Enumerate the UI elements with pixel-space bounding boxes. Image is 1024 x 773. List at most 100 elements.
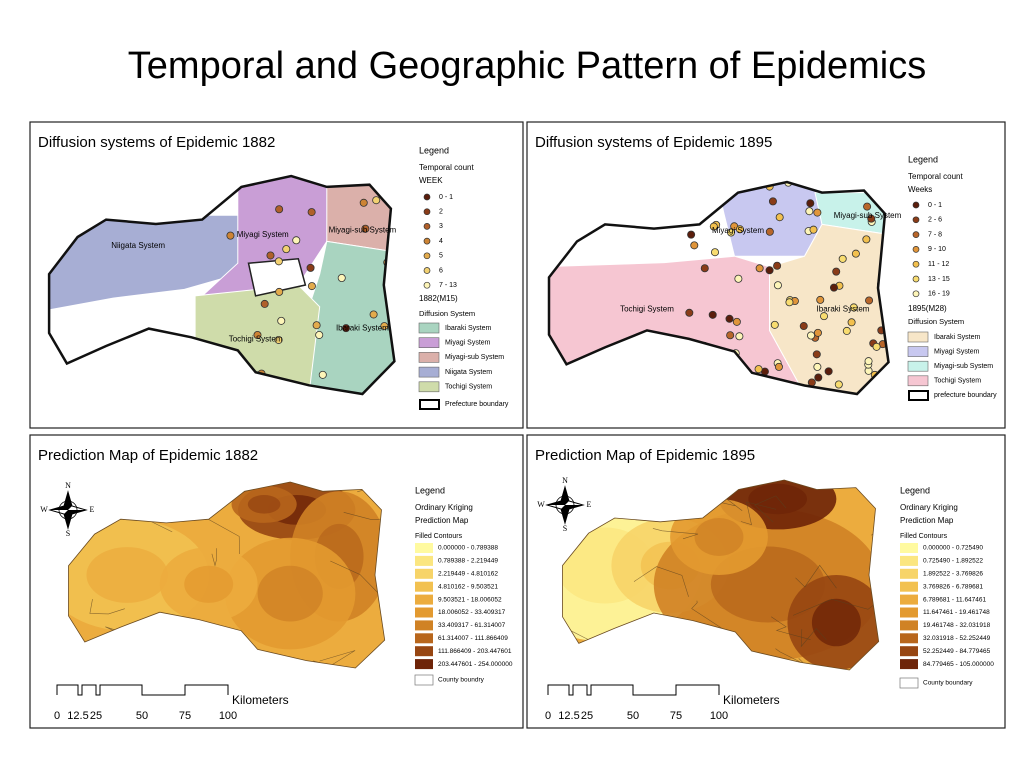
county-boundary	[771, 616, 811, 640]
case-dot	[806, 199, 815, 208]
scale-tick-label: 25	[581, 710, 593, 722]
case-dot	[274, 335, 283, 344]
case-dot	[277, 316, 286, 325]
case-dot	[838, 254, 847, 263]
case-dot	[754, 365, 763, 374]
legend-label: Ibaraki System	[445, 325, 491, 332]
legend-label: 2 - 6	[928, 217, 942, 224]
legend-system-heading: Diffusion System	[419, 309, 475, 318]
legend-swatch	[418, 352, 440, 363]
scale-unit: Kilometers	[723, 693, 780, 707]
case-dot	[864, 357, 873, 366]
case-dot	[807, 331, 816, 340]
legend-unit: Prediction Map	[415, 516, 469, 525]
legend-label: 52.252449 - 84.779465	[923, 648, 991, 655]
case-dot	[369, 310, 378, 319]
legend-heading: Legend	[419, 145, 449, 155]
case-dot	[292, 236, 301, 245]
legend-label: 16 - 19	[928, 291, 950, 298]
legend-label: 9 - 10	[928, 246, 946, 253]
legend-label: Niigata System	[445, 369, 492, 376]
legend-label: 6	[439, 267, 443, 274]
contour-core	[694, 518, 744, 556]
legend-label: 4.810162 - 9.503521	[438, 583, 498, 590]
legend-dot	[423, 223, 431, 230]
prefecture-outline	[547, 180, 890, 396]
case-dot	[226, 231, 235, 240]
legend-swatch	[900, 594, 918, 605]
case-dot	[768, 197, 777, 206]
scale-tick-label: 25	[90, 710, 102, 722]
region-label: Miyagi System	[712, 226, 764, 235]
prefecture-outline	[562, 479, 880, 671]
legend-label: 7 - 13	[439, 282, 457, 289]
legend-swatch	[907, 331, 929, 343]
compass-letter: E	[587, 500, 592, 509]
panel-title: Diffusion systems of Epidemic 1882	[38, 134, 275, 151]
case-dot	[863, 202, 872, 211]
legend-label: Miyagi System	[934, 348, 980, 355]
legend-swatch	[900, 607, 918, 618]
legend-dot	[912, 246, 920, 253]
contour-core	[247, 495, 281, 514]
county-boundary	[795, 564, 837, 589]
case-dot	[862, 235, 871, 244]
legend-swatch	[418, 337, 440, 349]
legend-label: 7 - 8	[928, 231, 942, 238]
legend-label: 1.892522 - 3.769826	[923, 571, 983, 578]
region-label: Tochigi System	[229, 335, 283, 344]
legend-label: Prefecture boundary	[445, 401, 509, 408]
legend-swatch	[900, 568, 918, 579]
legend-label: Tochigi System	[445, 384, 492, 391]
case-dot	[834, 380, 843, 389]
legend-label: 11.647461 - 19.461748	[923, 609, 990, 616]
region-label: Tochigi System	[620, 304, 674, 313]
scale-unit: Kilometers	[232, 693, 289, 707]
county-boundary	[330, 560, 385, 594]
case-dot	[851, 249, 860, 258]
scale-bar	[547, 684, 720, 696]
contour-core	[257, 565, 323, 622]
legend-heading: Legend	[415, 485, 445, 495]
contour-core	[748, 483, 808, 515]
legend-swatch	[415, 620, 433, 631]
legend-label: 33.409317 - 61.314007	[438, 622, 506, 629]
legend-dot	[423, 208, 431, 216]
case-dot	[710, 248, 719, 257]
region-label: Ibaraki System	[817, 304, 870, 313]
case-dot	[775, 213, 784, 222]
legend-boundary	[419, 399, 440, 410]
legend-swatch	[907, 375, 929, 387]
region-label: Miyagi System	[237, 230, 289, 239]
case-dot	[785, 298, 794, 307]
case-dot	[380, 322, 389, 331]
compass-letter: W	[537, 500, 545, 509]
scale-tick-label: 12.5	[67, 710, 88, 722]
legend-label: 0.789388 - 2.219449	[438, 558, 498, 565]
case-dot	[765, 227, 774, 236]
legend-dot	[912, 231, 920, 238]
county-boundary	[89, 599, 125, 615]
compass-ring	[555, 495, 575, 515]
case-dot	[282, 245, 291, 254]
legend-label: 84.779465 - 105.000000	[923, 661, 994, 668]
prefecture-outline	[68, 481, 386, 669]
legend-label: 4	[439, 238, 443, 245]
legend-subheading: Ordinary Kriging	[415, 503, 473, 512]
legend-swatch	[900, 646, 918, 657]
legend-label: 203.447601 - 254.000000	[438, 661, 513, 668]
county-boundary	[652, 528, 699, 540]
legend-swatch	[900, 581, 918, 592]
map	[49, 176, 395, 394]
legend-label: 13 - 15	[928, 276, 950, 283]
legend-heading: Legend	[908, 154, 938, 164]
legend-swatch	[907, 360, 929, 372]
legend-swatch	[415, 607, 433, 618]
case-dot	[735, 332, 744, 341]
scale-tick-label: 50	[136, 710, 148, 722]
legend-contour-heading: Filled Contours	[900, 533, 948, 540]
county-boundary	[691, 600, 725, 630]
compass-ring	[58, 500, 78, 520]
legend-swatch	[900, 620, 918, 631]
